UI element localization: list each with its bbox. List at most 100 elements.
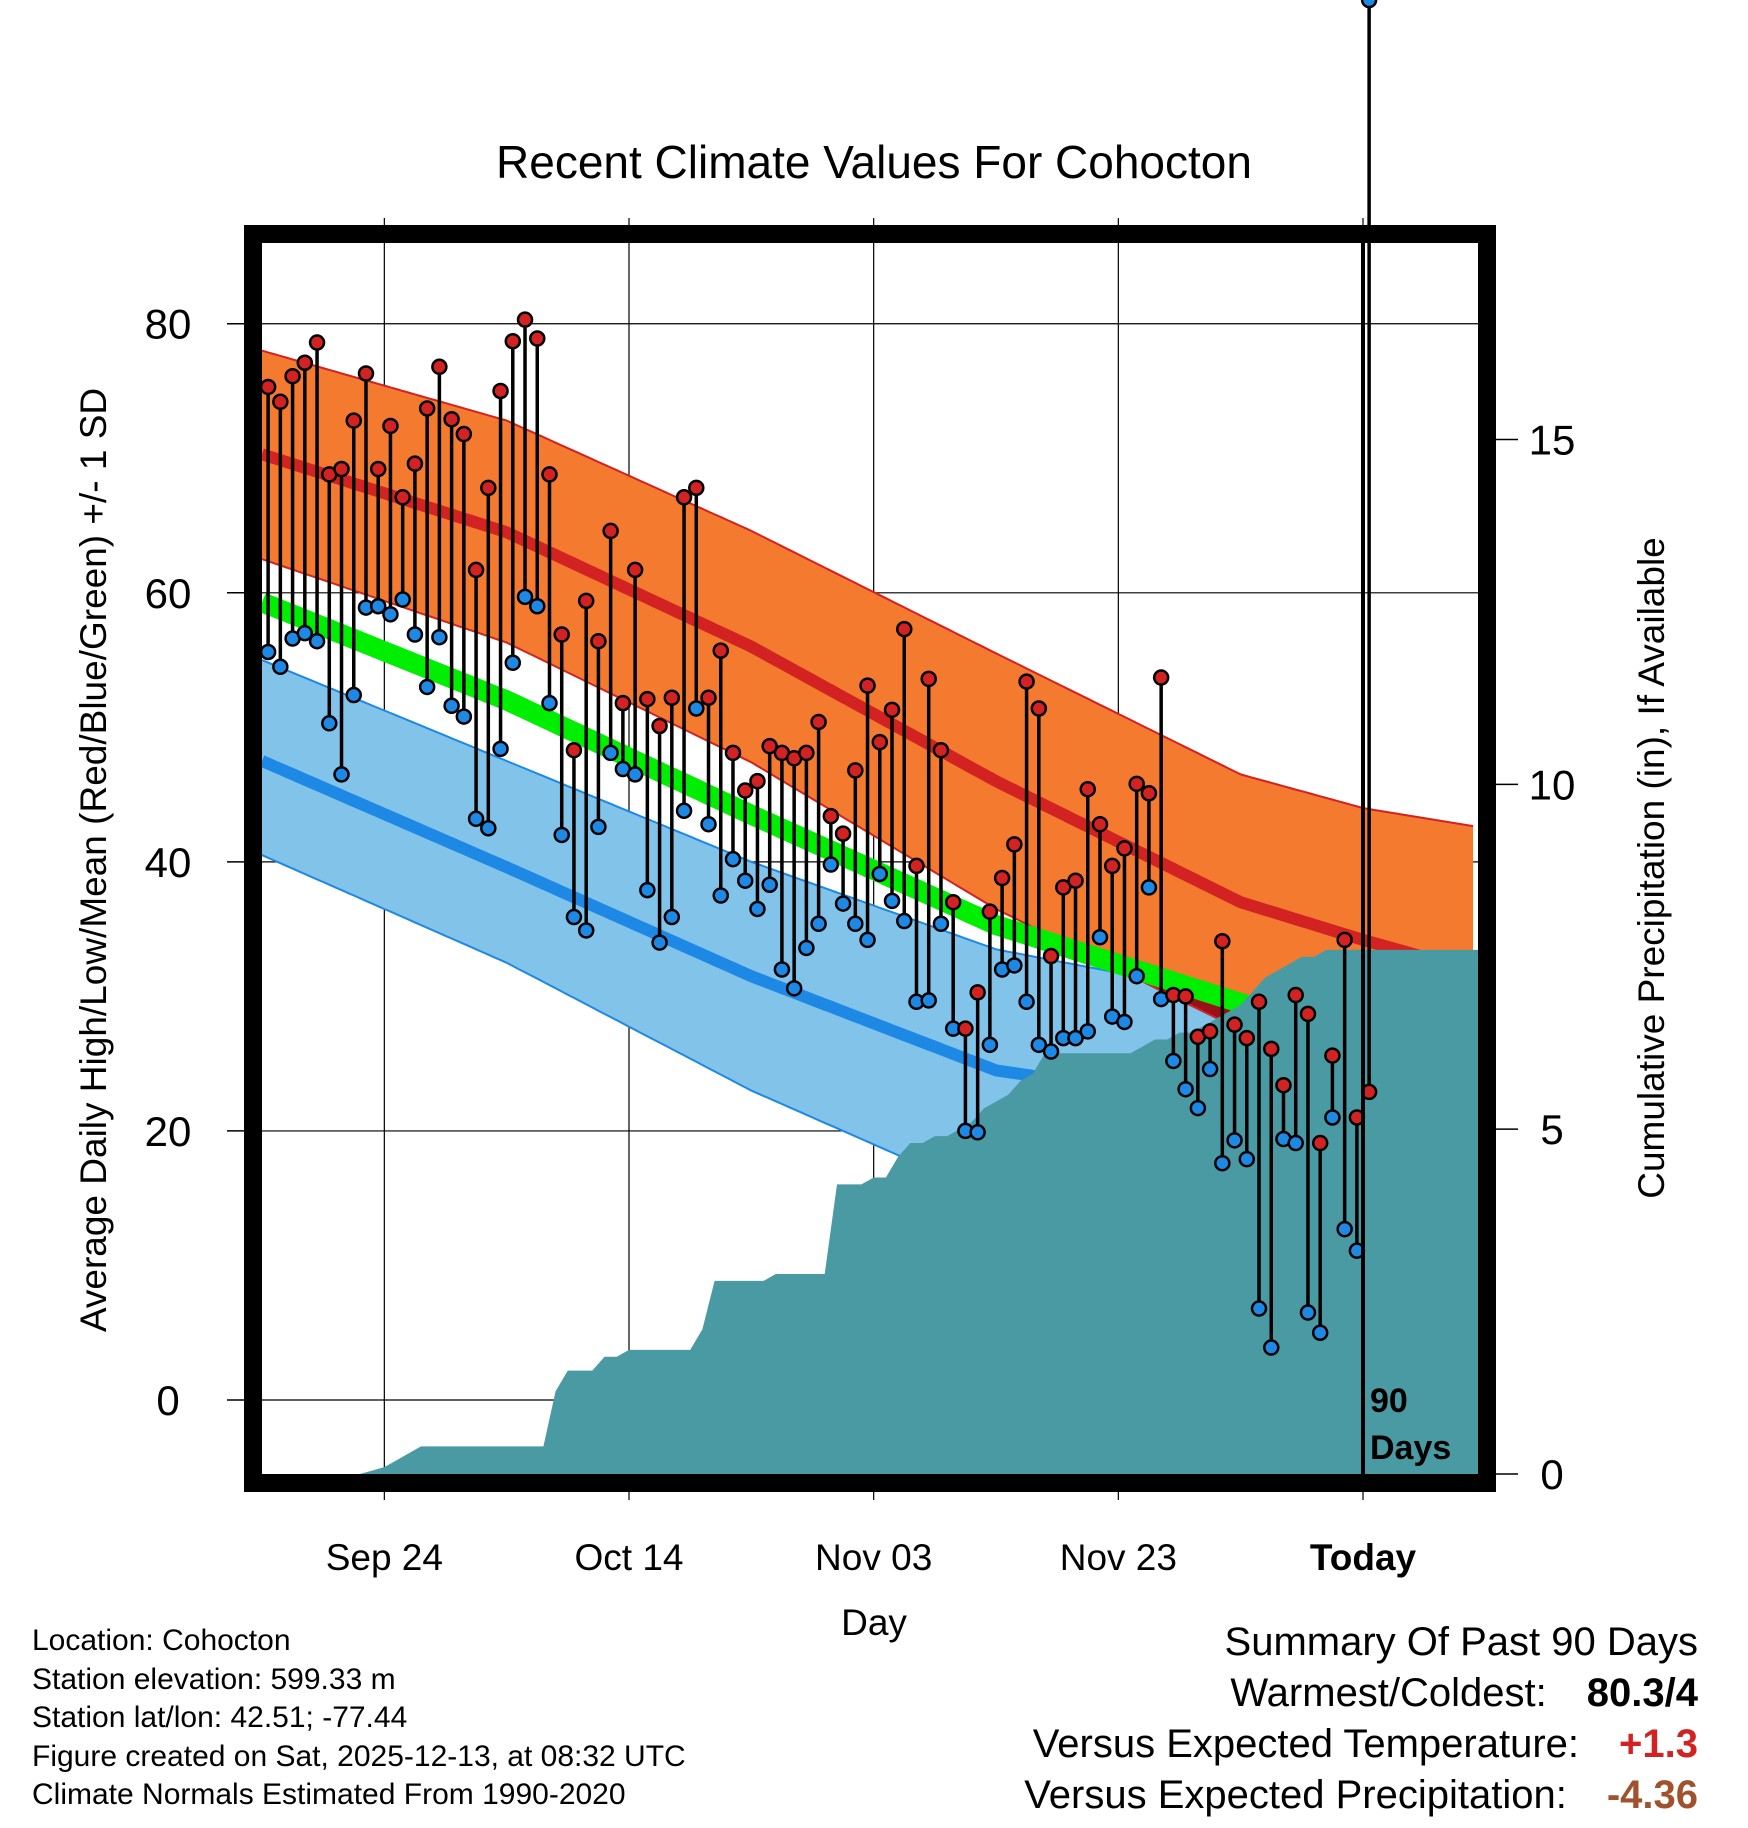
daily-low-point — [1189, 1099, 1207, 1117]
daily-low-point — [883, 892, 901, 910]
daily-high-point — [1263, 1040, 1280, 1058]
daily-low-point — [920, 992, 937, 1009]
x-tick-label: Nov 03 — [815, 1537, 932, 1578]
daily-high-point — [822, 807, 840, 825]
chart-title: Recent Climate Values For Cohocton — [496, 136, 1252, 188]
daily-high-point — [1177, 988, 1194, 1005]
plot-frame — [244, 225, 1496, 1492]
daily-high-point — [284, 367, 301, 385]
daily-high-point — [614, 694, 632, 712]
daily-high-point — [761, 737, 778, 755]
daily-high-point — [1336, 931, 1353, 949]
daily-low-point — [712, 887, 730, 904]
daily-low-point — [1214, 1154, 1231, 1172]
daily-low-point — [1006, 957, 1023, 974]
precip-value: -4.36 — [1606, 1773, 1698, 1817]
created-text: Figure created on Sat, 2025-12-13, at 08… — [32, 1739, 686, 1773]
daily-low-point — [369, 597, 387, 615]
daily-low-point — [431, 628, 448, 646]
daily-low-point — [345, 686, 363, 704]
daily-high-point — [492, 382, 509, 400]
y-tick-label: 20 — [145, 1108, 192, 1155]
daily-high-point — [639, 690, 656, 708]
daily-high-point — [272, 393, 289, 411]
daily-high-point — [516, 311, 534, 328]
daily-high-point — [798, 744, 815, 762]
daily-high-point — [688, 479, 705, 497]
daily-high-point — [993, 869, 1011, 887]
daily-high-point — [406, 455, 424, 472]
daily-high-point — [626, 561, 644, 579]
daily-low-point — [418, 678, 436, 696]
daily-high-point — [345, 412, 363, 429]
daily-high-point — [834, 825, 852, 842]
daily-low-point — [541, 694, 558, 712]
daily-low-point — [1079, 1023, 1097, 1040]
daily-low-point — [1299, 1304, 1317, 1321]
y2-axis-label: Cumulative Precipitation (in), If Availa… — [1631, 537, 1672, 1199]
daily-low-point — [1091, 928, 1109, 946]
daily-low-point — [1177, 1080, 1194, 1098]
daily-high-point — [932, 741, 950, 759]
daily-low-point — [1311, 1324, 1329, 1341]
daily-high-point — [394, 489, 411, 506]
y-tick-label: 80 — [145, 301, 192, 348]
y2-tick-label: 10 — [1529, 761, 1576, 808]
daily-low-point — [259, 643, 277, 661]
daily-high-point — [883, 701, 901, 719]
daily-low-point — [663, 908, 681, 926]
daily-high-point — [810, 713, 827, 731]
daily-low-point — [1018, 993, 1035, 1011]
temp-label: Versus Expected Temperature: — [1032, 1722, 1580, 1766]
precip-row: Versus Expected Precipitation: -4.36 — [1024, 1773, 1698, 1824]
daily-low-point — [1140, 879, 1158, 896]
daily-low-point — [480, 819, 497, 837]
station-info: Location: Cohocton Station elevation: 59… — [32, 1622, 686, 1815]
daily-low-point — [810, 915, 827, 932]
today-days-label: Days — [1370, 1429, 1451, 1467]
daily-low-point — [675, 802, 693, 819]
daily-high-point — [969, 984, 986, 1001]
daily-low-point — [1128, 967, 1145, 985]
daily-high-point — [1275, 1076, 1292, 1094]
daily-low-point — [406, 626, 424, 643]
daily-low-point — [565, 908, 583, 926]
daily-high-point — [504, 332, 522, 350]
daily-low-point — [688, 700, 705, 717]
high-sd-upper — [261, 349, 1474, 828]
temp-value: +1.3 — [1619, 1722, 1698, 1766]
plot-area: 90 Days 0 20 40 60 80 0 5 10 15 Sep 24 Oct 14 Nov 03 N… — [145, 0, 1576, 1578]
daily-high-point — [418, 400, 436, 417]
y-axis-label: Average Daily High/Low/Mean (Red/Blue/Gr… — [73, 388, 114, 1332]
daily-high-point — [480, 479, 497, 497]
daily-low-point — [1324, 1109, 1341, 1126]
warm-cold-row: Warmest/Coldest: 80.3/4 — [1024, 1671, 1698, 1722]
daily-low-point — [1263, 1339, 1280, 1356]
daily-low-point — [1238, 1150, 1256, 1168]
daily-high-point — [296, 354, 314, 371]
daily-high-point — [1311, 1134, 1329, 1152]
daily-high-point — [1226, 1016, 1243, 1033]
x-tick-label: Sep 24 — [326, 1537, 443, 1578]
daily-high-point — [736, 782, 754, 799]
daily-high-point — [957, 1020, 974, 1037]
daily-high-point — [871, 733, 889, 751]
precip-label: Versus Expected Precipitation: — [1024, 1773, 1567, 1817]
daily-high-point — [1152, 669, 1170, 686]
daily-low-point — [724, 850, 742, 868]
daily-low-point — [602, 744, 619, 762]
daily-low-point — [333, 766, 350, 783]
daily-high-point — [1055, 879, 1072, 896]
daily-low-point — [272, 658, 289, 676]
daily-high-point — [382, 417, 399, 435]
daily-low-point — [700, 815, 717, 833]
daily-low-point — [1336, 1220, 1353, 1238]
location-text: Location: Cohocton — [32, 1624, 291, 1657]
daily-high-point — [1128, 775, 1145, 793]
daily-low-point — [321, 715, 338, 732]
elevation-text: Station elevation: 599.33 m — [32, 1662, 396, 1696]
daily-high-point — [920, 670, 937, 688]
daily-high-point — [1091, 815, 1109, 833]
daily-low-point — [651, 934, 668, 951]
